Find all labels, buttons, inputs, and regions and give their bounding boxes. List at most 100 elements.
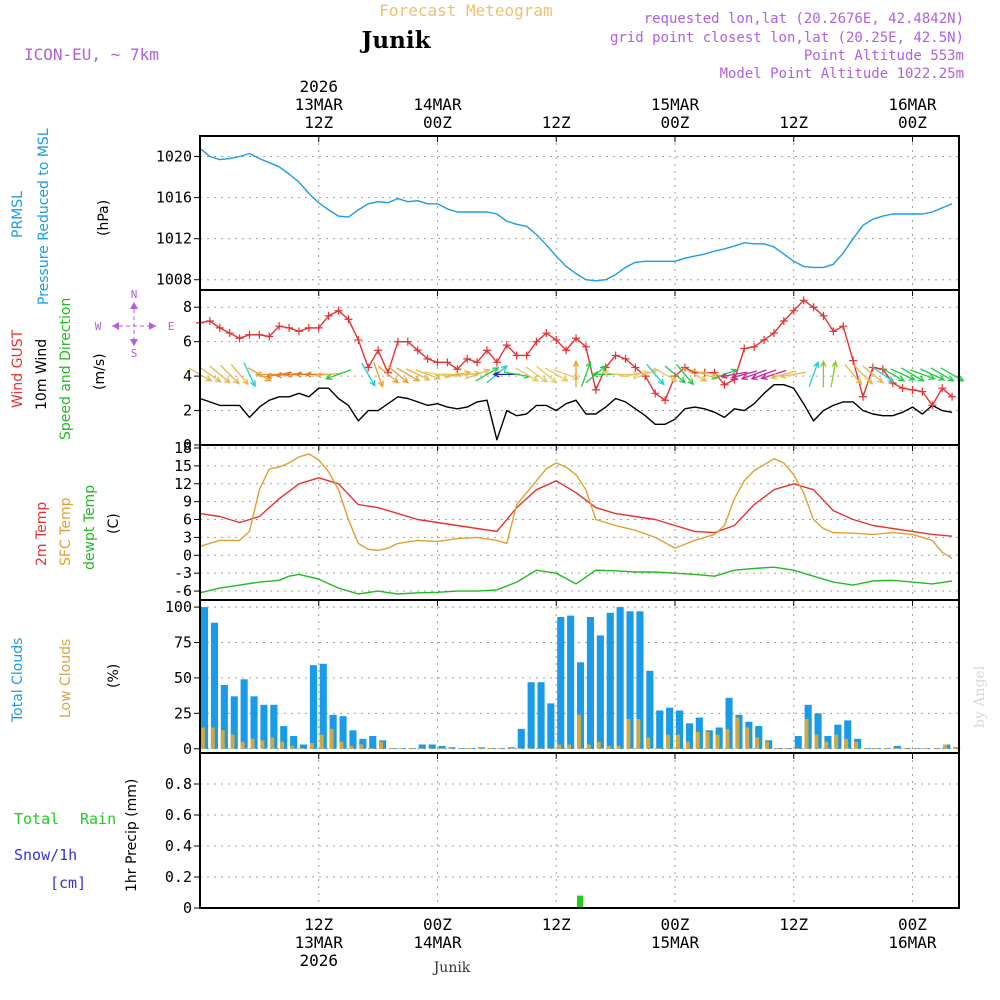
yticks-panel-1: 1008 1012 1016 1020 — [156, 148, 200, 289]
low-cloud-bar — [220, 730, 225, 749]
gust-point — [760, 335, 769, 344]
low-cloud-bar — [953, 748, 957, 749]
wind-arrow — [535, 365, 558, 384]
low-cloud-bar — [319, 734, 324, 749]
ytick-label: 6 — [183, 511, 192, 529]
total-cloud-bar — [893, 745, 901, 749]
yticks-panel-4: 0 25 50 75 100 — [165, 598, 200, 758]
total-cloud-bar — [537, 682, 545, 749]
cloud-bars — [201, 607, 961, 749]
low-cloud-bar — [527, 748, 532, 749]
low-cloud-bar — [755, 737, 760, 749]
gust-point — [423, 354, 432, 363]
wind-arrow — [209, 365, 231, 384]
compass-rose: N S W E — [95, 288, 175, 360]
gust-point — [839, 322, 848, 331]
location-title: Junik — [360, 27, 432, 54]
wind-arrow — [415, 369, 442, 381]
total-clouds-label: Total Clouds — [10, 638, 26, 723]
top-time-label: 12Z — [304, 113, 333, 132]
total-cloud-bar — [300, 744, 308, 749]
gust-point — [275, 322, 284, 331]
grid-panel-1 — [200, 136, 959, 290]
series-line-prmsl — [199, 147, 953, 282]
low-cloud-bar — [359, 744, 364, 749]
series-line-2m-temp — [199, 477, 953, 537]
total-cloud-bar — [636, 611, 644, 749]
low-cloud-bar — [893, 748, 898, 749]
yticks-panel-2: 0 2 4 6 8 — [183, 298, 200, 454]
series-line-sfc-temp — [199, 453, 953, 559]
bottom-time-label: 2026 — [299, 951, 338, 970]
gust-point — [918, 387, 927, 396]
low-cloud-bar — [695, 731, 700, 749]
gust-point — [799, 296, 808, 305]
gust-point — [769, 329, 778, 338]
low-cloud-bar — [834, 734, 839, 749]
wind-arrow — [361, 362, 376, 387]
wind-arrow — [853, 364, 874, 385]
low-cloud-bar — [547, 748, 552, 749]
gust-point — [562, 346, 571, 355]
panel-frame-3 — [199, 444, 960, 601]
gust-point — [542, 329, 551, 338]
wind-arrow — [900, 367, 925, 382]
gust-point — [235, 334, 244, 343]
low-cloud-bar — [260, 740, 265, 749]
total-cloud-bar — [428, 744, 436, 749]
top-time-label: 00Z — [423, 113, 452, 132]
low-cloud-bar — [557, 744, 562, 749]
low-cloud-bar — [379, 741, 383, 749]
low-cloud-bar — [596, 741, 601, 749]
pressure-label: Pressure Reduced to MSL — [36, 128, 52, 305]
wind-arrow — [909, 369, 937, 381]
total-cloud-bar — [309, 665, 317, 749]
gust-point — [473, 358, 482, 367]
wind-arrow — [740, 369, 767, 381]
ytick-label: 0 — [183, 436, 192, 454]
ytick-label: 18 — [174, 439, 192, 457]
panel-frame-1 — [199, 135, 960, 291]
total-cloud-bar — [725, 697, 733, 749]
low-cloud-bar — [488, 748, 492, 749]
gust-point — [581, 342, 590, 351]
bottom-time-label: 15MAR — [651, 933, 700, 952]
wind-arrow — [808, 360, 820, 387]
wind-arrow — [324, 369, 352, 381]
gust-point — [255, 330, 264, 339]
low-cloud-bar — [250, 738, 255, 749]
panel-frame-5 — [199, 752, 960, 909]
wind-arrow — [920, 368, 946, 381]
model-point-altitude: Model Point Altitude 1022.25m — [720, 66, 964, 82]
low-cloud-bar — [517, 748, 522, 749]
gust-point — [661, 396, 670, 405]
low-cloud-bar — [715, 734, 720, 749]
gust-point — [740, 344, 749, 353]
compass-s: S — [131, 347, 138, 360]
wind-arrow — [844, 363, 863, 386]
gust-point — [265, 332, 274, 341]
ytick-label: 0 — [183, 899, 192, 917]
ytick-label: 0.4 — [165, 837, 192, 855]
series-line-dewpt-temp — [199, 566, 953, 595]
low-cloud-bar — [883, 748, 888, 749]
low-cloud-bar — [844, 738, 849, 749]
low-cloud-bar — [309, 743, 314, 749]
wind-arrow — [890, 368, 916, 381]
gust-point — [898, 384, 907, 393]
rain-bar — [577, 895, 583, 908]
low-cloud-bar — [636, 719, 641, 749]
top-time-label: 2026 — [299, 77, 338, 96]
compass-e: E — [168, 320, 175, 333]
dewpt-label: dewpt Temp — [82, 485, 98, 570]
total-cloud-bar — [418, 744, 426, 749]
bottom-time-label: 14MAR — [413, 933, 462, 952]
speed-direction-label: Speed and Direction — [58, 298, 74, 440]
wind-arrow — [314, 371, 342, 379]
wind-arrow — [544, 367, 569, 382]
top-time-label: 12Z — [779, 113, 808, 132]
series-line-10m-wind — [199, 384, 953, 441]
total-cloud-bar — [270, 704, 278, 749]
ytick-label: 25 — [174, 704, 192, 722]
